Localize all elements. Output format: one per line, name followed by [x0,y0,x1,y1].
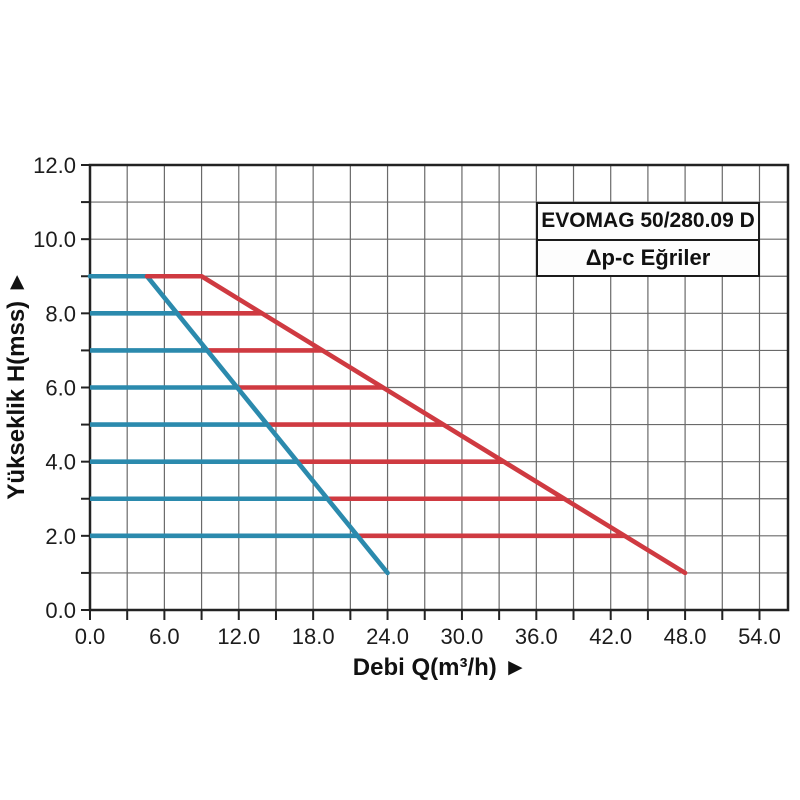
x-tick-label: 54.0 [738,624,781,649]
x-tick-label: 12.0 [217,624,260,649]
legend-model-label: EVOMAG 50/280.09 D [538,204,758,241]
pump-curve-red [144,273,688,576]
y-tick-label: 8.0 [45,301,76,326]
legend-box: EVOMAG 50/280.09 D Δp-c Eğriler [536,202,760,277]
legend-curve-type-label: Δp-c Eğriler [585,244,711,270]
y-axis-title: Yükseklik H(mss) ► [3,270,30,500]
x-axis-title: Debi Q(m³/h) ► [352,654,528,681]
x-tick-label: 30.0 [441,624,484,649]
x-tick-label: 42.0 [589,624,632,649]
y-tick-label: 0.0 [45,598,76,623]
x-tick-label: 0.0 [75,624,106,649]
x-tick-label: 24.0 [366,624,409,649]
y-tick-label: 4.0 [45,450,76,475]
y-tick-label: 2.0 [45,524,76,549]
x-tick-label: 6.0 [149,624,180,649]
x-tick-label: 36.0 [515,624,558,649]
x-tick-label: 48.0 [664,624,707,649]
x-tick-label: 18.0 [292,624,335,649]
y-tick-label: 6.0 [45,376,76,401]
y-tick-label: 10.0 [33,227,76,252]
y-tick-label: 12.0 [33,153,76,178]
